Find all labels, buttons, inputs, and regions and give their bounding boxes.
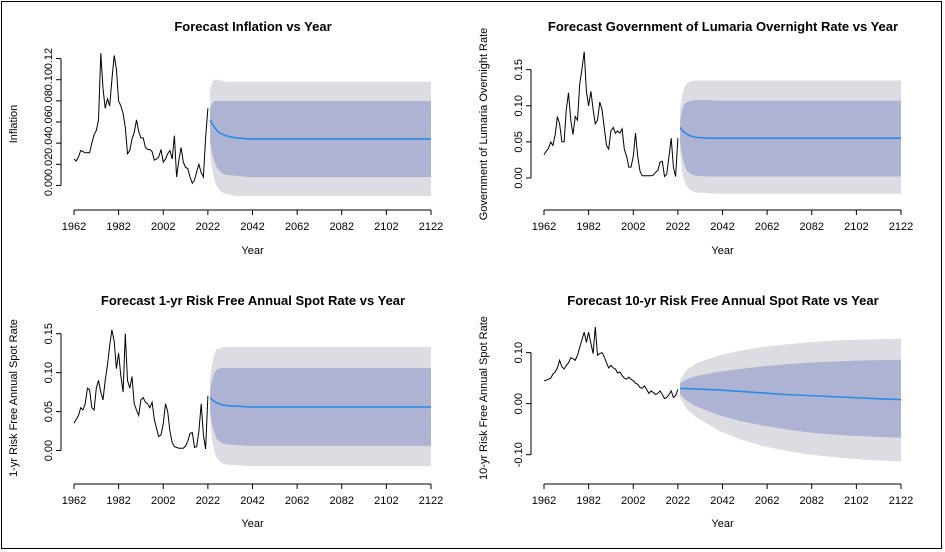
x-axis: 1962 1982 2002 2022 2042 2062 2082 2102 2122 — [62, 483, 443, 507]
forecast-mean-line — [209, 119, 431, 140]
y-tick-label: 0.00 — [513, 167, 525, 188]
y-tick-label: 0.06 — [43, 111, 55, 132]
x-axis: 1962 1982 2002 2022 2042 2062 2082 2102 2122 — [532, 483, 913, 507]
forecast-mean-line — [209, 397, 431, 408]
x-tick-label: 2122 — [889, 221, 913, 233]
x-tick-label: 2082 — [800, 221, 824, 233]
y-axis: 0.00 0.05 0.10 0.15 — [513, 59, 532, 189]
y-tick-label: 0.05 — [43, 401, 55, 422]
forecast-mean-line — [679, 126, 901, 139]
x-tick-label: 1982 — [576, 495, 600, 507]
x-tick-label: 2122 — [419, 221, 443, 233]
y-axis: 0.000.020.040.060.080.100.12 — [43, 48, 62, 196]
x-tick-label: 2042 — [710, 495, 734, 507]
y-axis-label: 10-yr Risk Free Annual Spot Rate — [478, 316, 490, 480]
x-tick-label: 2102 — [374, 221, 398, 233]
y-tick-label: 0.02 — [43, 154, 55, 175]
x-tick-label: 2082 — [330, 495, 354, 507]
y-tick-label: 0.08 — [43, 90, 55, 111]
x-axis: 1962 1982 2002 2022 2042 2062 2082 2102 2122 — [62, 209, 443, 233]
x-tick-label: 2102 — [844, 495, 868, 507]
x-tick-label: 2002 — [621, 221, 645, 233]
x-tick-label: 1962 — [62, 221, 86, 233]
x-tick-label: 2002 — [151, 221, 175, 233]
x-tick-label: 1982 — [106, 221, 130, 233]
x-axis-label: Year — [241, 245, 264, 257]
x-tick-label: 2062 — [285, 495, 309, 507]
chart-title: Forecast Inflation vs Year — [174, 19, 331, 34]
chart-panel-2: 1962 1982 2002 2022 2042 2062 2082 2102 2122 0.00… — [478, 19, 913, 257]
x-tick-label: 2062 — [755, 495, 779, 507]
x-tick-label: 1962 — [532, 221, 556, 233]
y-tick-label: 0.10 — [513, 95, 525, 116]
x-tick-label: 2102 — [844, 221, 868, 233]
x-tick-label: 2122 — [419, 495, 443, 507]
chart-panel-4: 1962 1982 2002 2022 2042 2062 2082 2102 2122 -0.1… — [478, 293, 913, 530]
x-tick-label: 2002 — [621, 495, 645, 507]
history-line — [543, 51, 679, 178]
y-axis-label: Government of Lumaria Overnight Rate — [478, 28, 490, 221]
y-tick-label: 0.00 — [43, 175, 55, 196]
history-line — [543, 327, 679, 400]
x-tick-label: 2042 — [240, 221, 264, 233]
x-tick-label: 2022 — [666, 221, 690, 233]
x-tick-label: 2122 — [889, 495, 913, 507]
x-axis: 1962 1982 2002 2022 2042 2062 2082 2102 2122 — [532, 209, 913, 233]
chart-panel-1: 1962 1982 2002 2022 2042 2062 2082 2102 2122 0.00… — [8, 19, 443, 257]
band-80-area — [680, 359, 901, 438]
y-tick-label: 0.05 — [513, 131, 525, 152]
x-tick-label: 2042 — [710, 221, 734, 233]
chart-title: Forecast 1-yr Risk Free Annual Spot Rate… — [101, 293, 405, 308]
y-tick-label: 0.10 — [513, 342, 525, 363]
x-tick-label: 2022 — [666, 495, 690, 507]
y-tick-label: 0.15 — [513, 59, 525, 80]
y-tick-label: 0.10 — [43, 362, 55, 383]
x-tick-label: 2082 — [330, 221, 354, 233]
y-tick-label: 0.10 — [43, 69, 55, 90]
y-axis-label: Inflation — [8, 105, 20, 144]
y-tick-label: 0.12 — [43, 48, 55, 69]
y-tick-label: 0.00 — [43, 440, 55, 461]
x-tick-label: 1962 — [62, 495, 86, 507]
x-tick-label: 2062 — [285, 221, 309, 233]
x-axis-label: Year — [241, 518, 264, 530]
forecast-mean-line — [680, 387, 902, 401]
x-tick-label: 2022 — [196, 221, 220, 233]
y-tick-label: -0.10 — [513, 442, 525, 467]
chart-title: Forecast Government of Lumaria Overnight… — [548, 19, 898, 34]
chart-panel-3: 1962 1982 2002 2022 2042 2062 2082 2102 2122 0.00… — [8, 293, 443, 530]
x-tick-label: 2002 — [151, 495, 175, 507]
chart-title: Forecast 10-yr Risk Free Annual Spot Rat… — [567, 293, 878, 308]
x-tick-label: 1982 — [576, 221, 600, 233]
x-axis-label: Year — [711, 245, 734, 257]
y-tick-label: 0.04 — [43, 132, 55, 153]
x-tick-label: 2062 — [755, 221, 779, 233]
x-tick-label: 2102 — [374, 495, 398, 507]
x-axis-label: Year — [711, 518, 734, 530]
x-tick-label: 1962 — [532, 495, 556, 507]
x-tick-label: 1982 — [106, 495, 130, 507]
x-tick-label: 2042 — [240, 495, 264, 507]
history-line — [73, 53, 209, 185]
history-line — [73, 329, 209, 450]
y-axis: 0.00 0.05 0.10 0.15 — [43, 323, 62, 461]
y-axis: -0.10 0.00 0.10 — [513, 342, 532, 467]
x-tick-label: 2022 — [196, 495, 220, 507]
x-tick-label: 2082 — [800, 495, 824, 507]
y-tick-label: 0.15 — [43, 323, 55, 344]
y-tick-label: 0.00 — [513, 393, 525, 414]
y-axis-label: 1-yr Risk Free Annual Spot Rate — [8, 319, 20, 477]
